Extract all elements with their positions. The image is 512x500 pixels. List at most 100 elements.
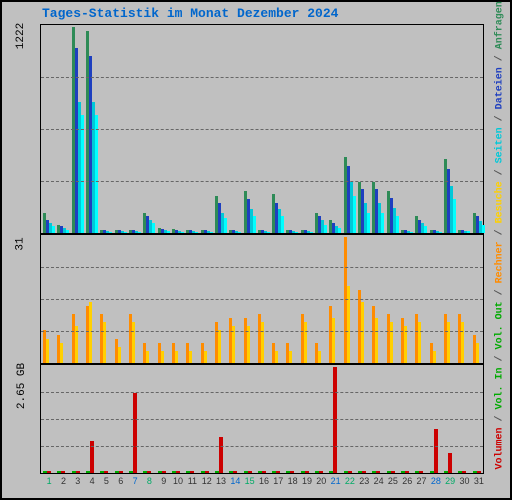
bar-vol_out <box>147 471 151 473</box>
bar-besuche <box>424 226 427 233</box>
bar-besuche <box>138 232 141 233</box>
x-tick: 25 <box>388 476 398 486</box>
x-tick: 2 <box>61 476 66 486</box>
x-tick: 8 <box>147 476 152 486</box>
bar-besuche <box>338 228 341 233</box>
bar-visits <box>390 322 393 363</box>
bar-visits <box>146 351 149 363</box>
bar-vol_out <box>391 471 395 473</box>
bar-besuche <box>152 223 155 233</box>
x-axis: 1234567891011121314151617181920212223242… <box>40 476 484 496</box>
x-tick: 19 <box>302 476 312 486</box>
bar-besuche <box>281 216 284 233</box>
bar-vol_out <box>477 471 481 473</box>
bar-visits <box>361 302 364 363</box>
bar-besuche <box>181 232 184 233</box>
bar-besuche <box>109 232 112 233</box>
bar-visits <box>261 322 264 363</box>
x-tick: 28 <box>431 476 441 486</box>
bar-visits <box>447 322 450 363</box>
bar-besuche <box>224 218 227 233</box>
bar-vol_out <box>405 471 409 473</box>
bar-vol_out <box>419 471 423 473</box>
bar-besuche <box>167 231 170 233</box>
bar-vol_out <box>305 471 309 473</box>
x-tick: 31 <box>474 476 484 486</box>
x-tick: 18 <box>288 476 298 486</box>
bar-vol_out <box>47 471 51 473</box>
bar-visits <box>118 347 121 363</box>
right-legend: Volumen / Vol. In / Vol. Out / Rechner /… <box>488 24 508 470</box>
bar-besuche <box>238 232 241 233</box>
bar-vol_out <box>276 471 280 473</box>
bar-vol_out <box>262 471 266 473</box>
bar-visits <box>332 318 335 363</box>
legend-text: Volumen / Vol. In / Vol. Out / Rechner /… <box>495 30 506 470</box>
bar-besuche <box>267 232 270 233</box>
bar-vol_out <box>319 471 323 473</box>
bar-vol_out <box>61 471 65 473</box>
bar-besuche <box>353 196 356 233</box>
bar-besuche <box>467 231 470 233</box>
x-tick: 29 <box>445 476 455 486</box>
x-tick: 24 <box>374 476 384 486</box>
x-tick: 26 <box>402 476 412 486</box>
bar-vol_out <box>248 471 252 473</box>
chart-container: Tages-Statistik im Monat Dezember 2024 1… <box>0 0 512 500</box>
bar-besuche <box>367 213 370 233</box>
bar-besuche <box>410 232 413 233</box>
bar-vol_out <box>119 471 123 473</box>
bar-besuche <box>124 232 127 233</box>
bar-visits <box>204 351 207 363</box>
x-tick: 6 <box>118 476 123 486</box>
x-tick: 10 <box>173 476 183 486</box>
bar-visits <box>46 339 49 363</box>
bar-visits <box>461 322 464 363</box>
bar-besuche <box>324 225 327 233</box>
bar-vol_out <box>233 471 237 473</box>
bar-besuche <box>453 199 456 233</box>
bar-visits <box>433 351 436 363</box>
bar-vol_out <box>448 453 452 473</box>
bar-visits <box>318 351 321 363</box>
panel-hosts <box>40 234 484 364</box>
bar-visits <box>418 322 421 363</box>
bar-besuche <box>195 232 198 233</box>
x-tick: 14 <box>230 476 240 486</box>
x-tick: 17 <box>273 476 283 486</box>
bar-besuche <box>81 115 84 233</box>
bar-vol_out <box>190 471 194 473</box>
bar-besuche <box>66 230 69 233</box>
bar-visits <box>60 343 63 363</box>
x-tick: 21 <box>331 476 341 486</box>
bar-visits <box>476 343 479 363</box>
bar-vol_out <box>376 471 380 473</box>
x-tick: 23 <box>359 476 369 486</box>
x-tick: 27 <box>417 476 427 486</box>
x-tick: 12 <box>202 476 212 486</box>
bar-vol_out <box>462 471 466 473</box>
bar-visits <box>375 318 378 363</box>
bar-besuche <box>482 225 485 233</box>
bar-besuche <box>310 232 313 233</box>
bar-visits <box>275 351 278 363</box>
x-tick: 3 <box>75 476 80 486</box>
x-tick: 9 <box>161 476 166 486</box>
bar-besuche <box>52 226 55 233</box>
bar-visits <box>175 351 178 363</box>
bar-vol_out <box>290 471 294 473</box>
bar-visits <box>161 351 164 363</box>
bar-besuche <box>210 232 213 233</box>
bar-besuche <box>439 232 442 233</box>
x-tick: 5 <box>104 476 109 486</box>
x-tick: 22 <box>345 476 355 486</box>
bar-visits <box>304 322 307 363</box>
bar-vol_out <box>162 471 166 473</box>
bar-vol_out <box>133 393 137 473</box>
panel-hits <box>40 24 484 234</box>
y-axis-label: 2.65 GB <box>16 363 28 409</box>
bar-vol_out <box>76 471 80 473</box>
bar-besuche <box>396 216 399 233</box>
bar-visits <box>218 330 221 363</box>
bar-visits <box>103 322 106 363</box>
